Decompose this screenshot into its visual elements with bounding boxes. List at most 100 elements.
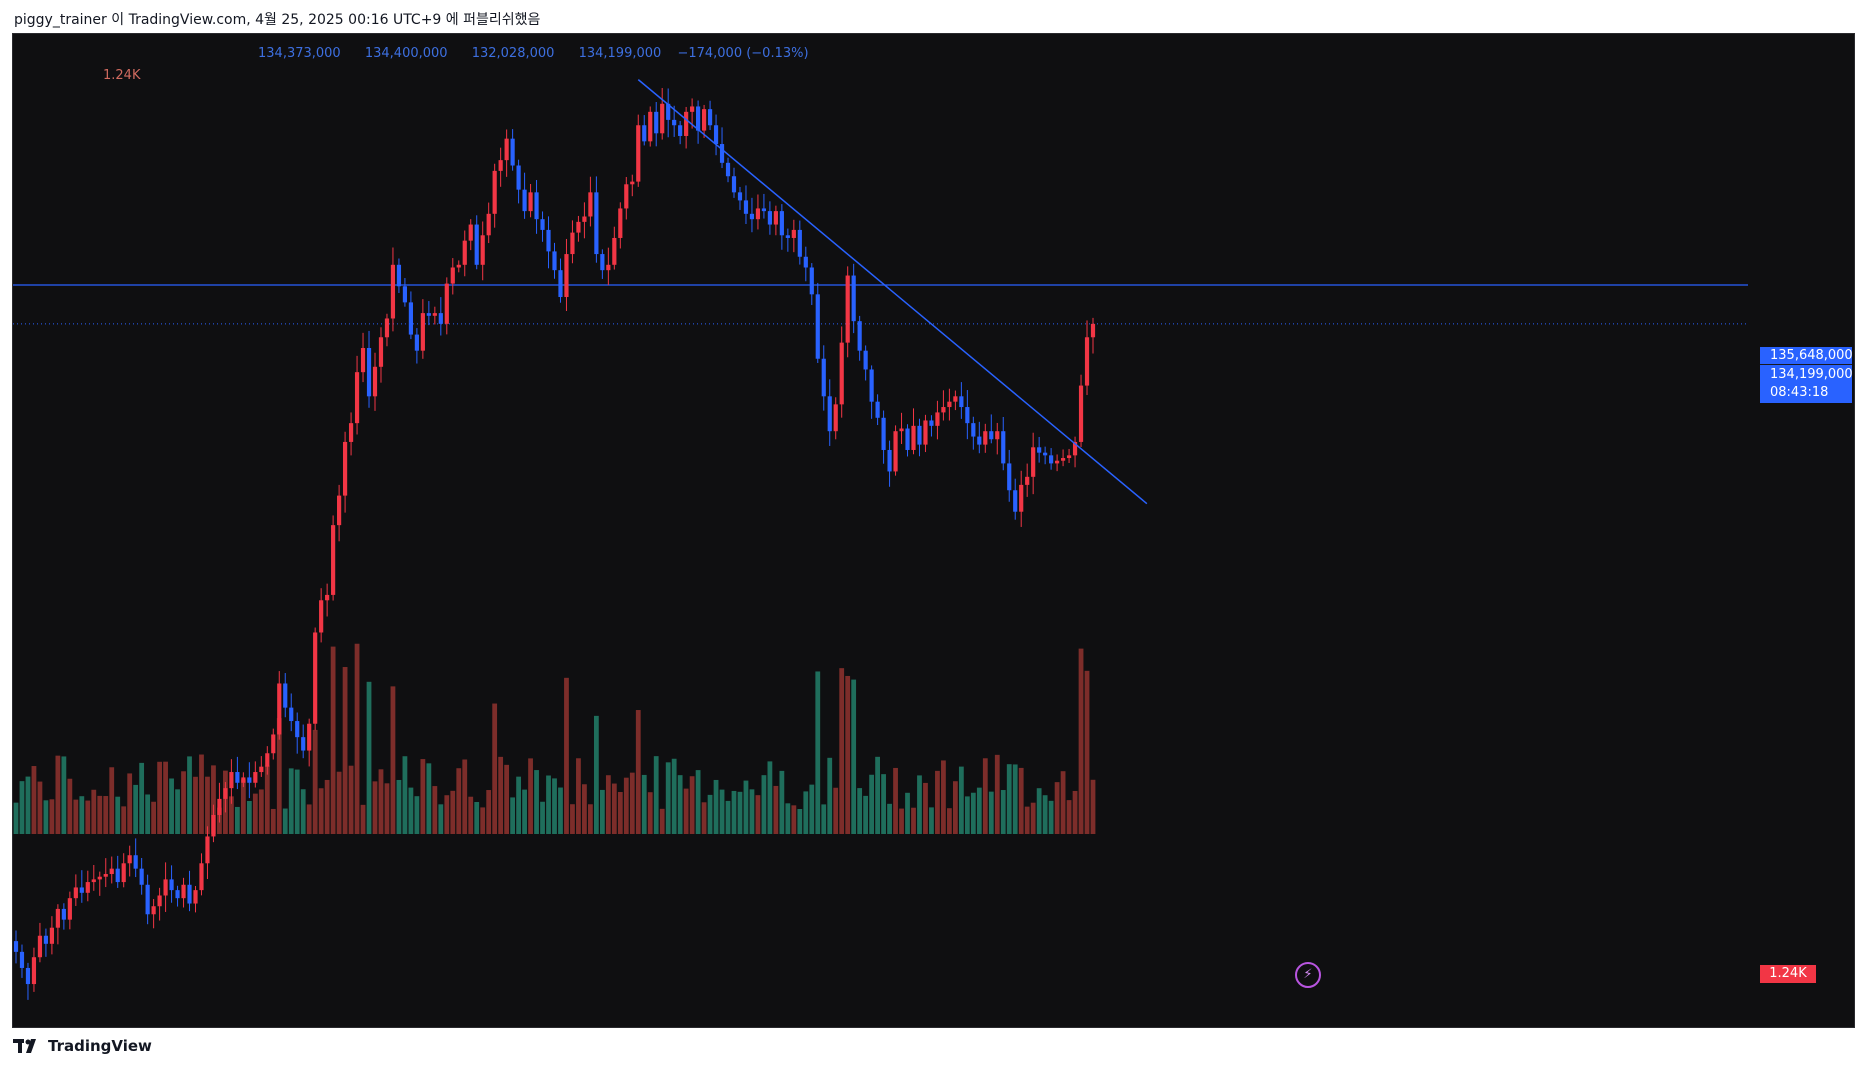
volume-bar (264, 765, 270, 834)
volume-bar (785, 803, 791, 834)
candle-body (666, 103, 671, 120)
volume-bar (1054, 782, 1060, 834)
volume-bar (294, 769, 300, 834)
candle-body (325, 594, 330, 601)
candle-body (420, 313, 425, 351)
candle-body (396, 264, 402, 287)
volume-bar (288, 768, 294, 834)
volume-bar (647, 792, 653, 834)
candle-body (25, 967, 31, 985)
candle-body (319, 600, 324, 633)
candlestick-chart[interactable] (13, 34, 1854, 1027)
volume-bar (797, 808, 803, 834)
candle-body (684, 111, 689, 136)
volume-bar (181, 771, 186, 834)
volume-bar (336, 771, 342, 834)
candle-body (313, 632, 318, 724)
volume-bar (187, 756, 192, 834)
volume-bar (348, 765, 354, 834)
volume-bar (462, 759, 468, 834)
candle-body (1090, 323, 1096, 338)
volume-bar (85, 800, 91, 834)
volume-bar (611, 783, 617, 834)
volume-bar (432, 786, 438, 834)
volume-bar (133, 784, 139, 834)
brand-name: TradingView (48, 1037, 152, 1055)
candle-body (516, 165, 521, 190)
volume-bar (617, 792, 623, 834)
volume-bar (1030, 802, 1036, 834)
candle-body (612, 237, 617, 265)
volume-bar (665, 762, 671, 834)
volume-bar (875, 756, 880, 834)
chart-pane[interactable]: 134,373,000 134,400,000 132,028,000 134,… (12, 33, 1855, 1028)
candle-body (271, 734, 276, 754)
volume-bar (516, 776, 521, 834)
volume-bar (276, 718, 282, 834)
candle-body (43, 935, 49, 944)
candle-body (139, 868, 144, 885)
candle-body (175, 890, 180, 899)
volume-bar (468, 796, 474, 834)
candle-body (211, 814, 216, 837)
volume-bar (175, 789, 180, 834)
volume-bar (79, 796, 85, 834)
candle-body (606, 264, 611, 271)
volume-bar (438, 804, 444, 834)
candle-body (965, 407, 970, 424)
candle-body (295, 721, 300, 738)
candle-body (366, 348, 372, 397)
candle-body (594, 192, 599, 255)
candle-body (851, 275, 856, 322)
volume-bar (163, 761, 168, 834)
volume-bar (546, 775, 551, 834)
candle-body (450, 267, 455, 284)
volume-bar (234, 806, 240, 834)
volume-bar (952, 781, 958, 834)
candle-body (1025, 476, 1030, 485)
trendline[interactable] (637, 79, 1148, 505)
volume-bar (671, 758, 677, 834)
candle-body (660, 103, 665, 134)
volume-bar (19, 781, 25, 834)
candle-body (935, 412, 940, 426)
lightning-icon[interactable]: ⚡ (1295, 962, 1321, 988)
candle-body (1007, 463, 1012, 491)
volume-bar (55, 755, 61, 834)
candle-body (480, 235, 485, 265)
volume-bar (282, 808, 288, 834)
candle-body (91, 879, 96, 883)
volume-bar (109, 767, 115, 834)
volume-bar (689, 776, 695, 834)
candle-body (642, 125, 647, 142)
candle-body (803, 256, 808, 268)
candle-body (145, 884, 150, 915)
volume-bar (486, 790, 492, 834)
candle-body (522, 189, 527, 212)
volume-bar (887, 803, 892, 834)
volume-bar (193, 776, 198, 834)
candle-body (857, 321, 862, 351)
volume-bar (899, 808, 904, 834)
candle-body (289, 707, 294, 722)
bar-countdown: 08:43:18 (1770, 385, 1829, 400)
candle-body (707, 109, 713, 126)
candle-body (151, 906, 156, 915)
volume-bar (540, 801, 545, 834)
candle-body (127, 855, 132, 864)
tradingview-logo[interactable]: TradingView (13, 1037, 152, 1055)
volume-bar (905, 792, 910, 834)
candle-body (791, 229, 796, 238)
candle-body (133, 855, 138, 869)
volume-bar (396, 779, 402, 834)
volume-bar (881, 774, 886, 834)
candle-body (1066, 455, 1072, 459)
volume-bar (641, 774, 647, 834)
volume-bar (390, 686, 396, 834)
volume-bar (414, 796, 420, 834)
volume-bar (522, 789, 527, 834)
candle-body (1072, 441, 1078, 456)
volume-bar (947, 808, 952, 834)
volume-bar (354, 643, 360, 834)
volume-bar (43, 800, 49, 834)
